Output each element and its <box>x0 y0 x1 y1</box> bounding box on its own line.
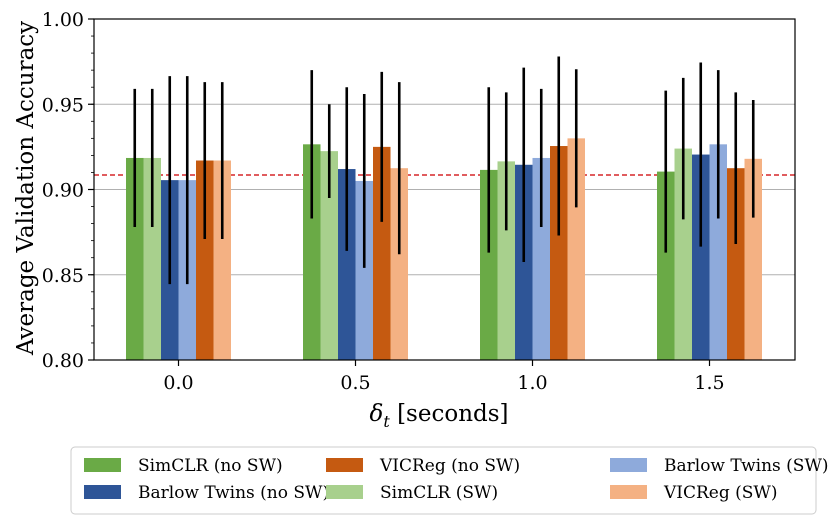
bar <box>567 138 585 360</box>
x-axis-label: δt [seconds] <box>369 401 508 431</box>
bar <box>355 180 373 360</box>
bar <box>674 148 692 360</box>
bars <box>126 138 762 360</box>
x-tick-label: 0.5 <box>340 372 370 394</box>
bar <box>692 154 710 360</box>
bar <box>657 171 675 360</box>
legend-swatch <box>610 485 647 499</box>
bar <box>532 157 550 360</box>
bar <box>303 144 321 360</box>
x-axis-label-symbol: δ <box>369 401 383 427</box>
y-axis-label: Average Validation Accuracy <box>13 21 39 356</box>
legend-label: Barlow Twins (no SW) <box>138 483 329 503</box>
legend-swatch <box>326 485 363 499</box>
bar <box>497 161 515 360</box>
legend: SimCLR (no SW) Barlow Twins (no SW) VICReg… <box>70 446 829 515</box>
bar <box>126 157 144 360</box>
bar <box>709 144 727 360</box>
legend-swatch <box>326 458 363 472</box>
legend-label: VICReg (SW) <box>663 483 778 503</box>
bar <box>480 169 498 360</box>
y-axis-ticks: 0.80 0.85 0.90 0.95 1.00 <box>42 9 94 372</box>
bar <box>727 168 745 360</box>
bar <box>373 146 391 360</box>
bar <box>338 169 356 360</box>
legend-swatch <box>610 458 647 472</box>
bar <box>320 151 338 360</box>
error-bars <box>133 56 755 285</box>
bar <box>196 160 214 360</box>
bar <box>550 146 568 360</box>
x-axis-label-subscript: t <box>383 412 390 431</box>
y-tick-label: 0.80 <box>42 350 84 372</box>
x-axis-label-suffix: [seconds] <box>390 401 509 427</box>
legend-label: Barlow Twins (SW) <box>664 456 829 476</box>
x-axis-ticks: 0.0 0.5 1.0 1.5 <box>163 360 725 394</box>
x-tick-label: 1.5 <box>694 372 724 394</box>
legend-label: SimCLR (SW) <box>380 483 498 503</box>
legend-label: VICReg (no SW) <box>379 456 520 476</box>
legend-label: SimCLR (no SW) <box>138 456 283 476</box>
bar <box>143 157 161 360</box>
y-tick-label: 0.90 <box>42 180 84 202</box>
x-tick-label: 0.0 <box>163 372 193 394</box>
y-tick-label: 1.00 <box>42 9 84 31</box>
y-tick-label: 0.85 <box>42 265 84 287</box>
bar <box>744 158 762 360</box>
x-tick-label: 1.0 <box>517 372 547 394</box>
bar <box>390 168 408 360</box>
y-tick-label: 0.95 <box>42 94 84 116</box>
bar <box>515 164 533 360</box>
legend-swatch <box>84 458 121 472</box>
legend-swatch <box>84 485 121 499</box>
bar <box>213 160 231 360</box>
